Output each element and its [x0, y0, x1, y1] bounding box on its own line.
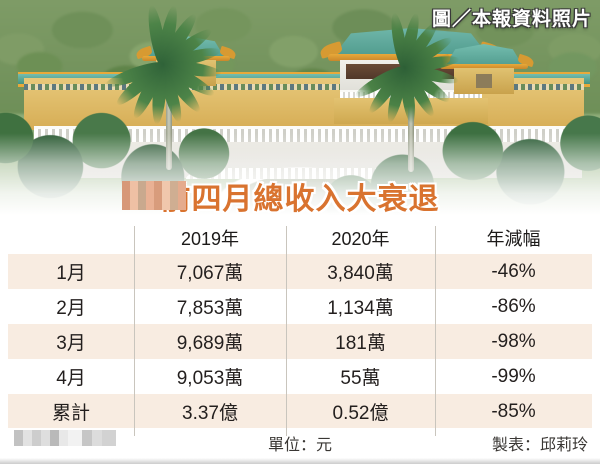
cell-yoy: -99% [491, 365, 536, 387]
bottom-edge-shadow [0, 458, 600, 464]
header-yoy: 年減幅 [486, 229, 541, 249]
cell-month: 1月 [56, 263, 86, 284]
data-table: 2019年 2020年 年減幅 1月 7,067萬 3,840萬 -46% 2月… [8, 222, 592, 436]
title-censored-mosaic [122, 181, 186, 210]
cell-2020: 0.52億 [332, 403, 389, 424]
cell-month: 3月 [56, 333, 86, 354]
title-bar: 前四月總收入大衰退 [0, 176, 600, 216]
table-row: 3月 9,689萬 181萬 -98% [8, 324, 592, 359]
cell-yoy: -98% [491, 330, 536, 352]
column-divider-1 [134, 226, 135, 436]
cell-yoy: -46% [491, 260, 536, 282]
column-divider-2 [286, 226, 287, 436]
cell-2019: 3.37億 [182, 403, 238, 424]
cell-2019: 7,853萬 [176, 298, 244, 319]
palm-tree-crown-left [103, 4, 230, 125]
table-row-total: 累計 3.37億 0.52億 -85% [8, 394, 592, 429]
cell-2019: 7,067萬 [176, 263, 244, 284]
cell-2020: 181萬 [335, 333, 386, 354]
page-title: 前四月總收入大衰退 [160, 183, 440, 216]
table-row: 2月 7,853萬 1,134萬 -86% [8, 289, 592, 324]
maker-credit: 製表：邱莉玲 [491, 437, 588, 454]
header-2020: 2020年 [331, 229, 390, 249]
cell-2020: 1,134萬 [327, 298, 394, 319]
header-2019: 2019年 [180, 229, 240, 249]
table-header-row: 2019年 2020年 年減幅 [8, 222, 592, 254]
cell-2019: 9,053萬 [176, 368, 244, 389]
palm-tree-crown-right [352, 11, 472, 125]
cell-2020: 3,840萬 [327, 263, 394, 284]
footer-censored-mosaic [14, 430, 116, 446]
cell-2019: 9,689萬 [176, 333, 244, 354]
table-row: 4月 9,053萬 55萬 -99% [8, 359, 592, 394]
cell-month: 累計 [51, 403, 90, 424]
photo-credit: 圖／本報資料照片 [431, 9, 592, 30]
cell-yoy: -85% [491, 400, 536, 422]
table-row: 1月 7,067萬 3,840萬 -46% [8, 254, 592, 289]
column-divider-3 [435, 226, 436, 436]
cell-month: 2月 [56, 298, 86, 319]
unit-note: 單位：元 [267, 437, 332, 454]
cell-yoy: -86% [491, 295, 536, 317]
cell-month: 4月 [56, 368, 86, 389]
cell-2020: 55萬 [340, 368, 381, 389]
